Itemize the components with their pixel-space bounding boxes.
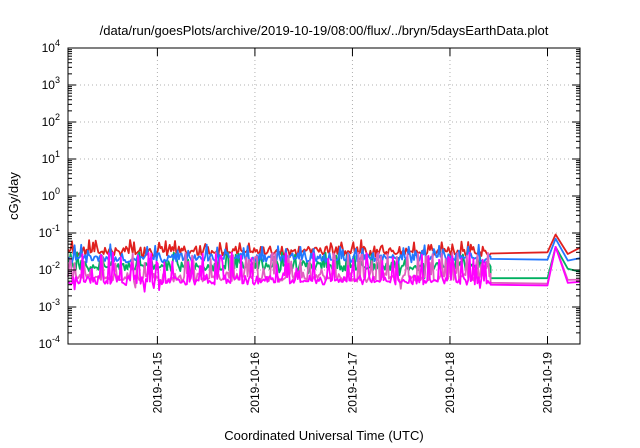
y-tick-label: 102 xyxy=(42,112,60,129)
x-axis-label: Coordinated Universal Time (UTC) xyxy=(224,428,423,443)
x-tick-label: 2019-10-17 xyxy=(345,352,359,414)
series-line xyxy=(67,245,581,293)
y-tick-label: 10-4 xyxy=(39,334,60,351)
y-grid xyxy=(68,84,580,308)
y-tick-label: 100 xyxy=(42,186,60,203)
y-tick-label: 104 xyxy=(42,38,60,55)
x-grid xyxy=(156,48,548,344)
series-group xyxy=(67,233,581,293)
x-tick-label: 2019-10-16 xyxy=(248,352,262,414)
y-axis-label: cGy/day xyxy=(6,172,21,220)
chart-title: /data/run/goesPlots/archive/2019-10-19/0… xyxy=(100,23,549,38)
y-tick-label: 10-1 xyxy=(39,223,60,240)
y-tick-label: 10-3 xyxy=(39,297,60,314)
x-tick-label: 2019-10-19 xyxy=(540,352,554,414)
y-tick-label: 10-2 xyxy=(39,260,60,277)
x-tick-label: 2019-10-18 xyxy=(443,352,457,414)
x-ticks: 2019-10-15 2019-10-16 2019-10-17 2019-10-18… xyxy=(150,48,554,413)
y-tick-label: 103 xyxy=(42,75,60,92)
x-tick-label: 2019-10-15 xyxy=(150,352,164,414)
y-ticks: 10-4 10-3 10-2 10-1 100 101 102 103 104 xyxy=(39,38,580,351)
y-tick-label: 101 xyxy=(42,149,60,166)
